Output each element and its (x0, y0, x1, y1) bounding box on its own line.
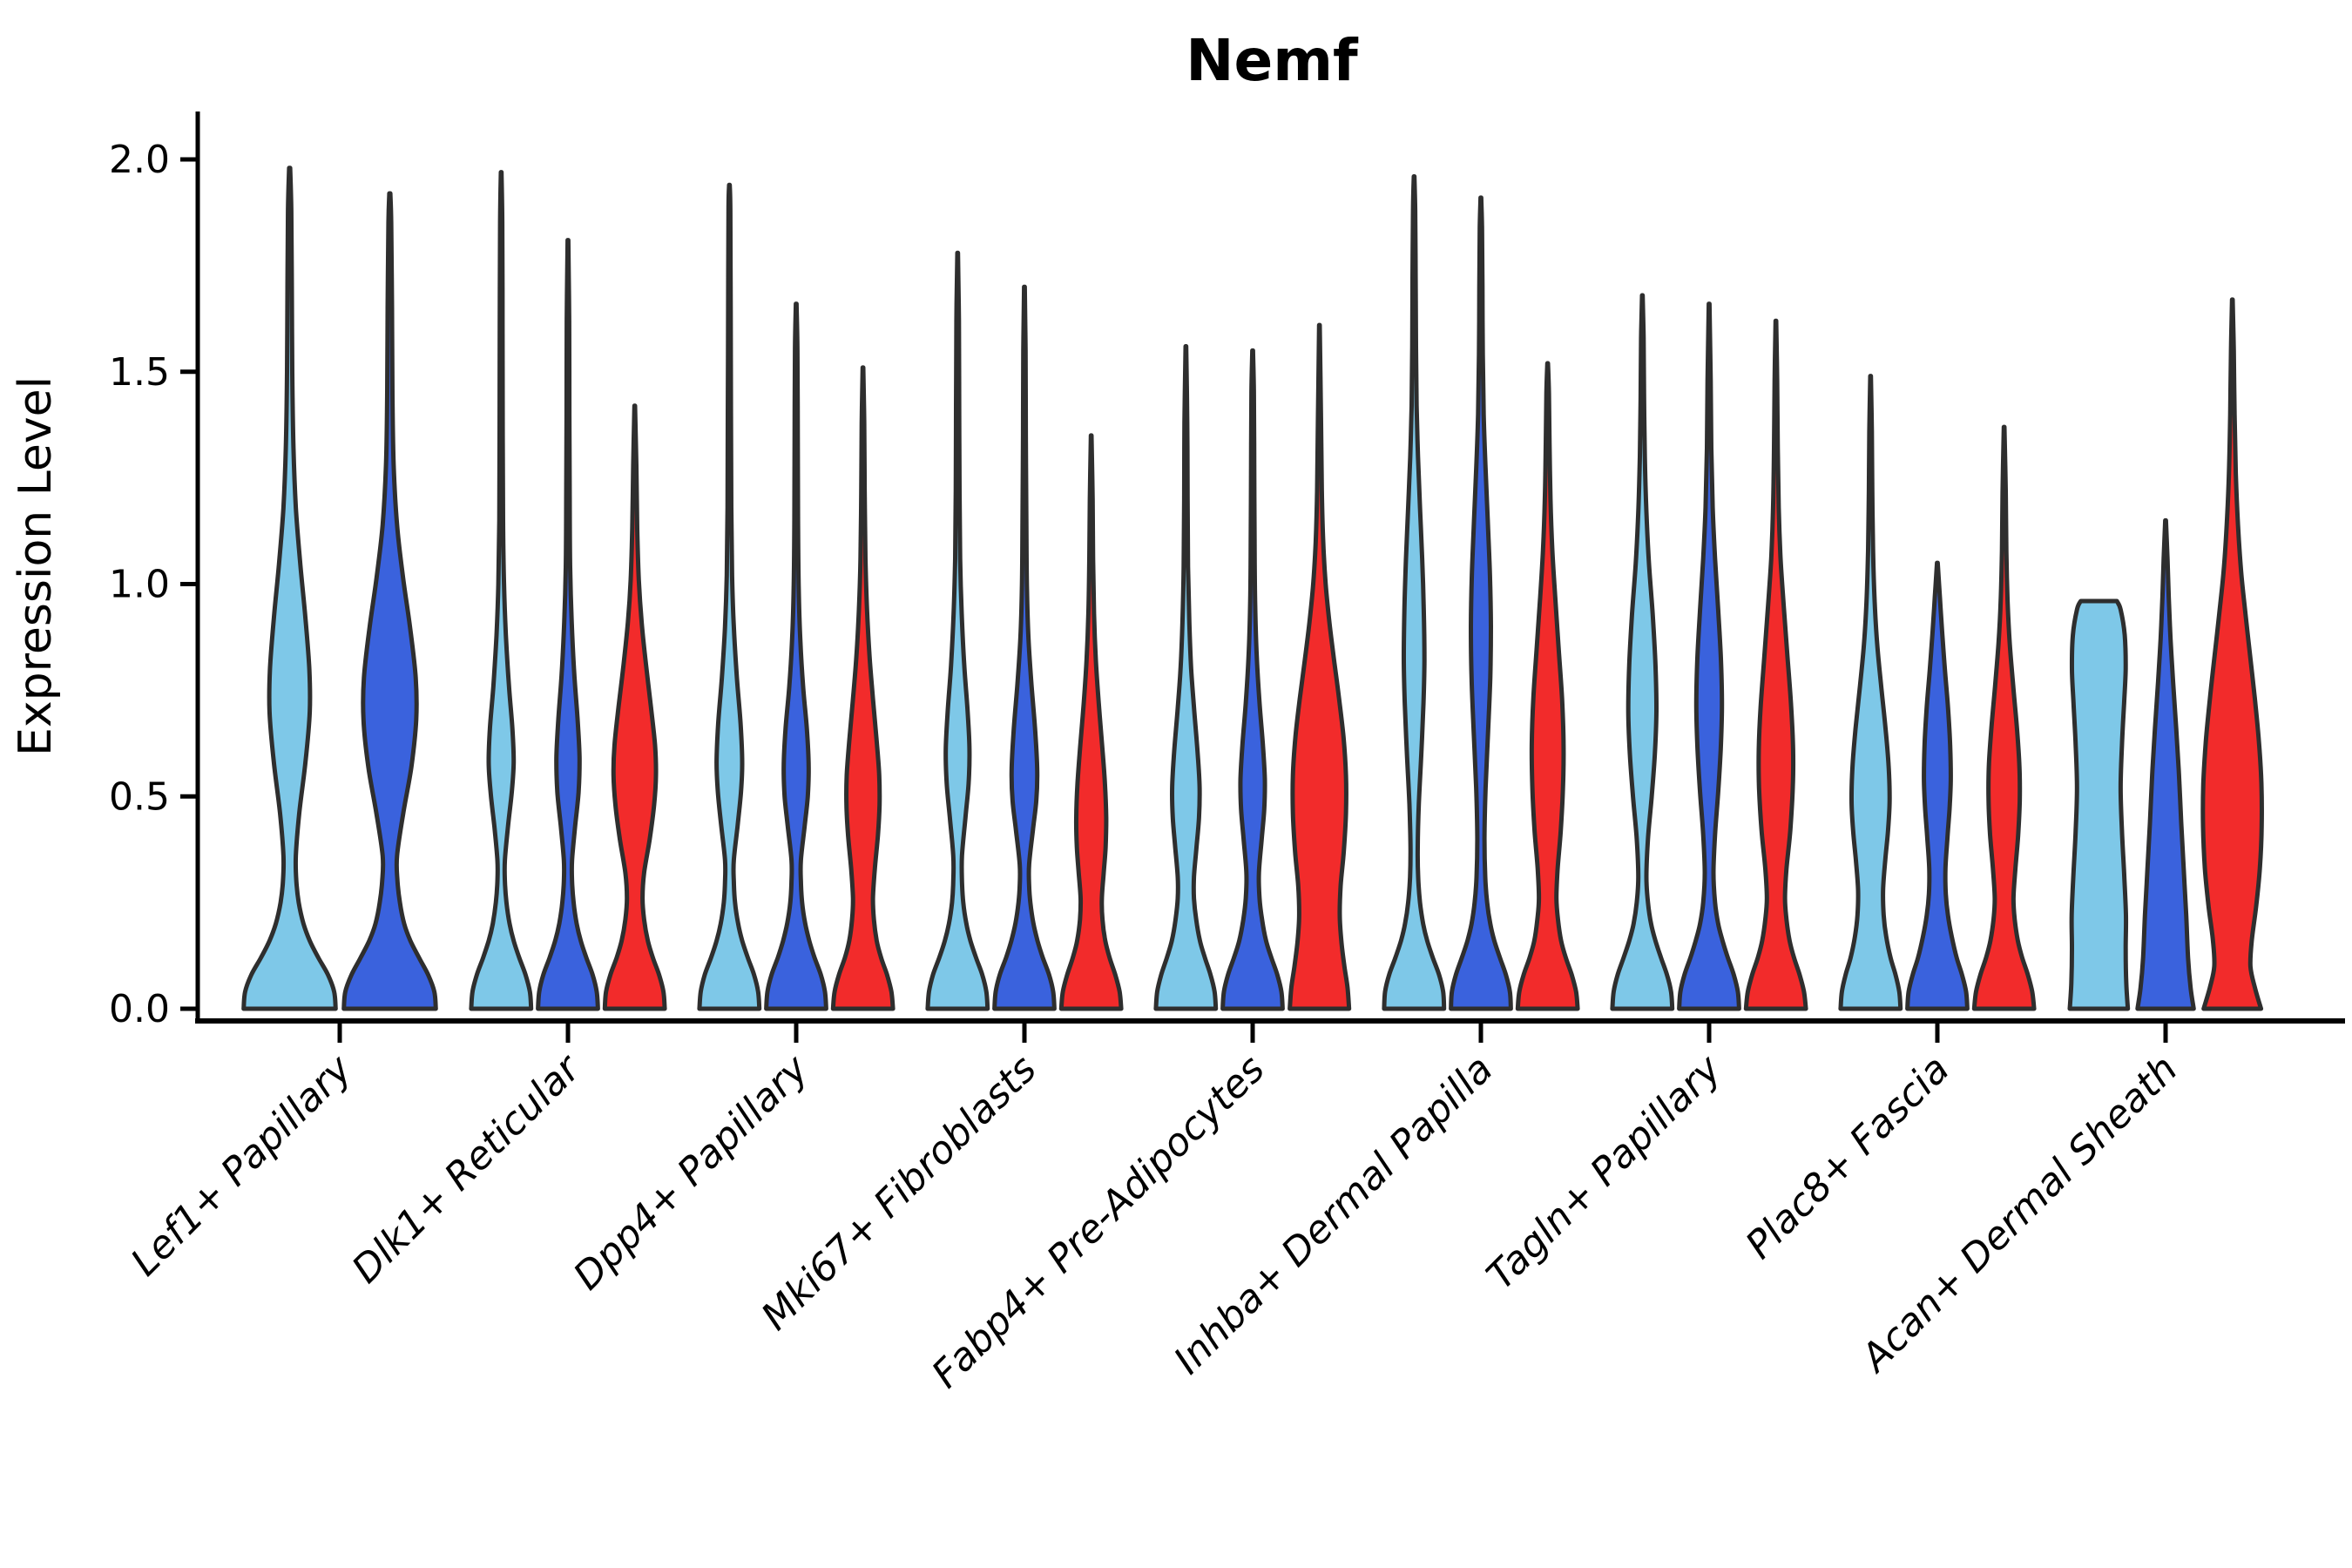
violin (1220, 348, 1285, 1011)
violin-group (925, 250, 1124, 1011)
y-tick-label: 1.0 (109, 563, 170, 607)
y-tick-label: 0.0 (109, 987, 170, 1031)
violin-group (1382, 174, 1580, 1011)
violin (536, 238, 600, 1011)
violin (1058, 433, 1124, 1011)
violin (2200, 297, 2264, 1011)
violin-group (1153, 322, 1352, 1011)
violin (1610, 293, 1675, 1011)
x-category-label: Dpp4+ Papillary (565, 1046, 818, 1299)
violin-group (1610, 293, 1808, 1011)
violin-group (697, 182, 896, 1011)
x-category-label: Dlk1+ Reticular (343, 1045, 590, 1292)
chart-title: Nemf (1186, 27, 1359, 94)
violin (1153, 344, 1219, 1011)
violin (241, 166, 338, 1011)
violin (341, 191, 438, 1011)
violin (2067, 598, 2131, 1011)
y-tick-label: 0.5 (109, 774, 170, 819)
violin (1743, 318, 1808, 1011)
violin (992, 284, 1057, 1011)
x-category-label: Lef1+ Papillary (123, 1046, 362, 1285)
violin (1449, 195, 1513, 1011)
y-axis-title: Expression Level (10, 376, 62, 756)
violin (1515, 361, 1580, 1011)
violin (1677, 301, 1741, 1011)
violin (830, 365, 896, 1011)
violin (697, 182, 762, 1011)
violin (469, 170, 534, 1011)
y-tick-label: 1.5 (109, 350, 170, 395)
violin (2135, 517, 2196, 1011)
violin-group (2067, 297, 2264, 1011)
violin-group (1838, 374, 2037, 1011)
violin-series (241, 166, 2264, 1011)
violin (1838, 374, 1903, 1011)
violin-group (469, 170, 667, 1011)
y-tick-label: 2.0 (109, 138, 170, 182)
violin (1382, 174, 1447, 1011)
x-category-label: Plac8+ Fascia (1737, 1047, 1957, 1267)
violin (1905, 560, 1970, 1011)
violin (925, 250, 990, 1011)
violin-group (241, 166, 438, 1011)
x-category-label: Tagln+ Papillary (1478, 1046, 1730, 1298)
violin (1288, 322, 1352, 1011)
violin (602, 403, 667, 1011)
violin (1971, 424, 2037, 1011)
violin (764, 301, 828, 1011)
y-axis-ticks: 0.0 0.5 1.0 1.5 2.0 (109, 138, 198, 1031)
